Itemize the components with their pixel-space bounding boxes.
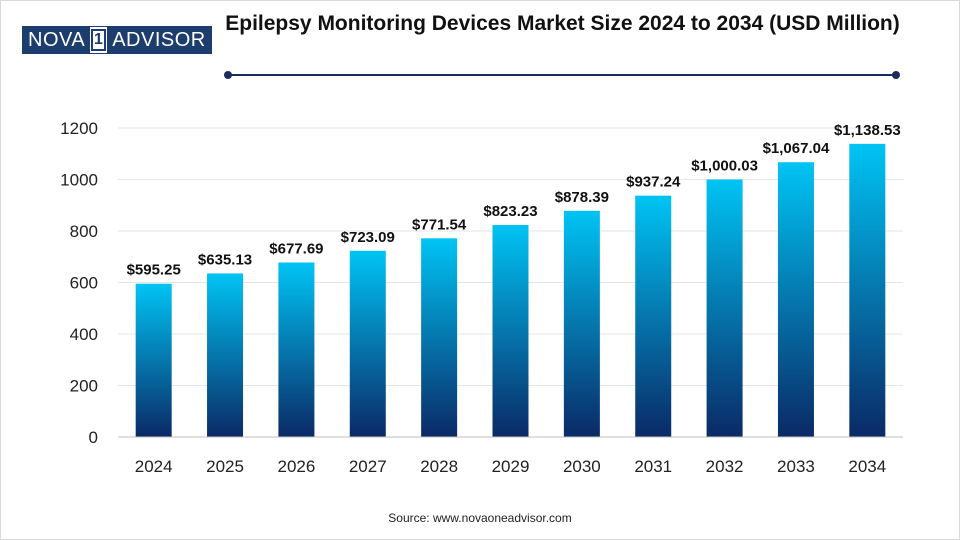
title-underline	[228, 74, 896, 76]
y-tick-label: 0	[89, 428, 98, 447]
y-tick-label: 1000	[60, 171, 98, 190]
x-tick-label: 2031	[634, 457, 672, 476]
source-note: Source: www.novaoneadvisor.com	[388, 511, 572, 525]
underline-right-dot	[892, 71, 900, 79]
bar-value-label: $1,000.03	[691, 157, 758, 174]
logo-text-nova: NOVA	[23, 27, 91, 53]
bar-value-label: $1,138.53	[834, 122, 901, 139]
chart-title: Epilepsy Monitoring Devices Market Size …	[225, 12, 900, 35]
bar	[421, 238, 458, 437]
bar	[207, 273, 244, 437]
bar-value-label: $723.09	[341, 229, 395, 246]
x-tick-label: 2034	[848, 457, 886, 476]
bar-value-label: $677.69	[269, 240, 323, 257]
bar-value-label: $878.39	[555, 189, 609, 206]
y-tick-label: 400	[70, 325, 98, 344]
bar-value-label: $823.23	[483, 203, 537, 220]
x-tick-label: 2027	[349, 457, 387, 476]
x-tick-label: 2025	[206, 457, 244, 476]
bar-value-label: $771.54	[412, 216, 467, 233]
bar	[135, 283, 172, 437]
x-tick-label: 2032	[706, 457, 744, 476]
x-tick-label: 2029	[492, 457, 530, 476]
brand-logo: NOVA 1 ADVISOR	[22, 26, 212, 54]
x-tick-label: 2028	[420, 457, 458, 476]
y-tick-label: 200	[70, 377, 98, 396]
bar-value-label: $937.24	[626, 174, 681, 191]
bar	[706, 179, 743, 437]
bar	[278, 262, 315, 437]
underline-left-dot	[224, 71, 232, 79]
bar-value-label: $1,067.04	[763, 140, 830, 157]
bar-value-label: $595.25	[127, 262, 181, 279]
y-tick-label: 1200	[60, 119, 98, 138]
logo-text-advisor: ADVISOR	[107, 27, 211, 53]
bar	[777, 162, 814, 438]
x-tick-label: 2024	[135, 457, 173, 476]
bar	[849, 143, 886, 437]
logo-text-one: 1	[91, 29, 107, 51]
bar	[349, 250, 386, 437]
x-tick-label: 2033	[777, 457, 815, 476]
bar	[492, 225, 529, 437]
x-tick-label: 2026	[277, 457, 315, 476]
bar	[563, 210, 600, 437]
bar-value-label: $635.13	[198, 251, 252, 268]
bar	[635, 195, 672, 437]
x-tick-label: 2030	[563, 457, 601, 476]
y-tick-label: 800	[70, 222, 98, 241]
y-tick-label: 600	[70, 274, 98, 293]
